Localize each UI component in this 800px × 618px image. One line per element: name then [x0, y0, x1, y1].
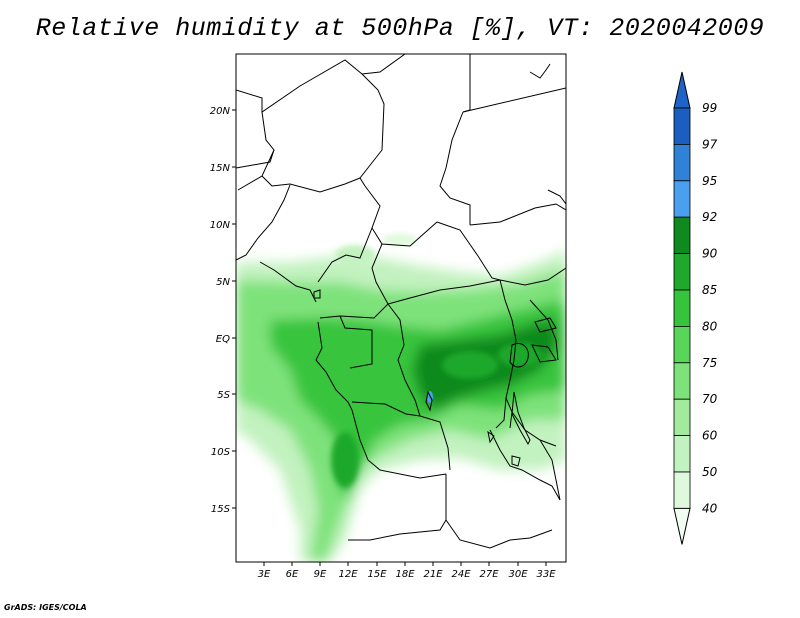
- lon-label: 18E: [395, 569, 415, 580]
- humidity-field: [236, 234, 566, 562]
- lon-label: 12E: [338, 569, 358, 580]
- colorbar-label: 97: [702, 137, 718, 151]
- colorbar-label: 95: [702, 174, 717, 188]
- lon-label: 3E: [258, 569, 271, 580]
- lake-outline: [511, 455, 521, 467]
- colorbar: 99 97 95 92 90 85 80 75 70 60 50 40: [673, 71, 718, 545]
- lat-label: 15N: [210, 163, 231, 174]
- lat-label: 15S: [211, 504, 231, 515]
- border-line: [436, 221, 501, 281]
- border-line: [364, 185, 438, 247]
- colorbar-label: 92: [702, 210, 717, 224]
- colorbar-label: 75: [702, 356, 717, 370]
- border-line: [529, 299, 559, 361]
- colorbar-label: 50: [702, 465, 718, 479]
- border-line: [351, 409, 447, 479]
- lon-label: 9E: [314, 569, 327, 580]
- border-line: [236, 184, 291, 261]
- border-line: [499, 267, 566, 286]
- lon-labels: 3E 6E 9E 12E 15E 18E 21E 24E 27E 30E 33E: [258, 569, 557, 580]
- border-line: [351, 401, 451, 471]
- colorbar-label: 80: [702, 319, 718, 333]
- border-line: [499, 279, 517, 429]
- colorbar-segment: [673, 398, 691, 437]
- grads-credit: GrADS: IGES/COLA: [4, 603, 87, 612]
- colorbar-label: 90: [702, 247, 718, 261]
- lon-label: 30E: [508, 569, 528, 580]
- colorbar-label: 60: [702, 429, 718, 443]
- border-line: [489, 429, 561, 501]
- colorbar-segment: [673, 143, 691, 182]
- border-line: [348, 519, 447, 541]
- colorbar-top-arrow: [673, 71, 691, 109]
- axis-ticks: [232, 109, 547, 566]
- humidity-patch: [331, 432, 359, 488]
- border-line: [236, 54, 406, 113]
- humidity-patch: [498, 343, 542, 367]
- lat-label: 20N: [210, 106, 231, 117]
- border-line: [387, 303, 421, 417]
- lat-label: 10N: [210, 220, 231, 231]
- border-line: [315, 321, 353, 411]
- lake-outline: [487, 430, 495, 444]
- colorbar-bottom-arrow: [673, 507, 691, 545]
- lake-outline: [425, 390, 433, 412]
- colorbar-segment: [673, 362, 691, 400]
- colorbar-segment: [673, 253, 691, 291]
- lon-label: 15E: [367, 569, 387, 580]
- lake-outline: [509, 343, 529, 368]
- colorbar-segment: [673, 180, 691, 218]
- border-line: [317, 227, 373, 283]
- lon-label: 6E: [286, 569, 299, 580]
- border-line: [511, 411, 557, 447]
- border-line: [462, 87, 566, 113]
- lat-label: 5N: [216, 277, 230, 288]
- coast-line: [529, 63, 551, 79]
- border-line: [339, 315, 373, 369]
- colorbar-label: 40: [702, 501, 718, 515]
- border-line: [236, 111, 275, 169]
- map-title: Relative humidity at 500hPa [%], VT: 202…: [35, 14, 765, 43]
- border-line: [462, 54, 471, 113]
- map-frame: [235, 53, 567, 563]
- colorbar-segment: [673, 289, 691, 327]
- lat-label: 10S: [211, 447, 231, 458]
- lon-label: 24E: [451, 569, 471, 580]
- border-line: [319, 303, 389, 319]
- border-line: [261, 175, 361, 193]
- border-line: [237, 149, 275, 191]
- border-line: [371, 243, 501, 305]
- colorbar-segment: [673, 471, 691, 509]
- lake-outline: [511, 391, 531, 446]
- lake-outline: [534, 317, 557, 333]
- lake-outline: [531, 344, 557, 363]
- border-line: [439, 111, 471, 225]
- border-line: [469, 203, 566, 226]
- lat-label: 5S: [217, 390, 230, 401]
- border-line: [359, 73, 385, 187]
- border-line: [445, 474, 553, 549]
- lake-outline: [313, 289, 321, 299]
- humidity-patch: [335, 245, 375, 265]
- lon-label: 21E: [423, 569, 443, 580]
- border-line: [495, 397, 507, 429]
- colorbar-label: 85: [702, 283, 717, 297]
- colorbar-segment: [673, 325, 691, 364]
- humidity-patch: [382, 234, 418, 246]
- lat-label: EQ: [216, 334, 230, 345]
- border-line: [259, 261, 317, 303]
- colorbar-label: 99: [702, 101, 717, 115]
- border-line: [539, 439, 561, 501]
- colorbar-segment: [673, 435, 691, 473]
- colorbar-segment: [673, 216, 691, 254]
- coast-line: [547, 189, 566, 205]
- humidity-patch: [442, 351, 498, 379]
- colorbar-label: 70: [702, 392, 718, 406]
- lon-label: 33E: [536, 569, 556, 580]
- country-borders: [236, 54, 566, 549]
- lon-label: 27E: [479, 569, 499, 580]
- lat-labels: 20N 15N 10N 5N EQ 5S 10S 15S: [210, 106, 231, 515]
- colorbar-segment: [673, 107, 691, 145]
